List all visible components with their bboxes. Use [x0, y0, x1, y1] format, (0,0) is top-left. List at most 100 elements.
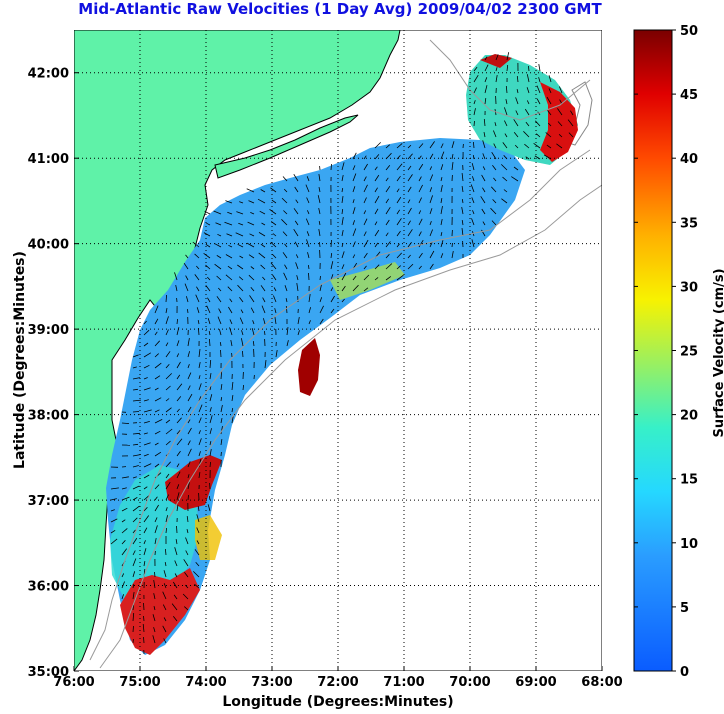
- y-tick-label: 36:00: [28, 580, 69, 595]
- velocity-arrow: [503, 189, 508, 193]
- velocity-arrow: [203, 252, 211, 259]
- velocity-arrow: [318, 174, 321, 182]
- velocity-arrow: [526, 100, 530, 105]
- velocity-arrow: [352, 284, 359, 292]
- x-tick-label: 73:00: [251, 675, 292, 690]
- velocity-arrow: [132, 476, 137, 479]
- y-tick-label: 38:00: [28, 409, 69, 424]
- velocity-arrow: [209, 373, 212, 380]
- velocity-arrow: [317, 195, 321, 204]
- velocity-arrow: [154, 362, 162, 369]
- velocity-arrow: [385, 219, 390, 226]
- velocity-arrow: [272, 233, 277, 237]
- velocity-arrow: [501, 198, 508, 204]
- velocity-arrow: [259, 210, 266, 215]
- velocity-arrow: [293, 173, 299, 182]
- velocity-arrow: [142, 623, 145, 633]
- velocity-arrow: [176, 408, 180, 413]
- velocity-arrow: [154, 538, 157, 545]
- velocity-arrow: [286, 327, 289, 336]
- velocity-arrow: [330, 253, 333, 259]
- velocity-arrow: [543, 154, 552, 160]
- velocity-arrow: [249, 233, 255, 237]
- velocity-arrow: [535, 120, 541, 127]
- velocity-arrow: [492, 164, 497, 171]
- velocity-arrow: [176, 340, 180, 347]
- velocity-arrow: [429, 242, 433, 248]
- velocity-arrow: [143, 615, 145, 622]
- colorbar-tick-label: 45: [680, 88, 698, 103]
- velocity-arrow: [186, 529, 189, 534]
- velocity-arrow: [132, 388, 138, 391]
- velocity-arrow: [407, 229, 413, 237]
- velocity-arrow: [306, 239, 310, 248]
- velocity-arrow: [536, 85, 541, 94]
- velocity-arrow: [407, 186, 412, 193]
- velocity-arrow: [473, 108, 476, 116]
- velocity-arrow: [121, 496, 130, 501]
- velocity-arrow: [341, 285, 346, 292]
- velocity-arrow: [481, 208, 486, 215]
- velocity-arrow: [196, 527, 200, 534]
- velocity-arrow: [341, 209, 344, 215]
- velocity-arrow: [209, 338, 211, 347]
- velocity-arrow: [484, 64, 489, 72]
- velocity-arrow: [374, 208, 379, 215]
- velocity-arrow: [154, 409, 160, 413]
- velocity-arrow: [154, 517, 158, 523]
- velocity-arrow: [238, 276, 244, 281]
- velocity-arrow: [341, 162, 345, 171]
- velocity-arrow: [165, 515, 168, 523]
- velocity-arrow: [407, 241, 412, 248]
- velocity-arrow: [472, 210, 475, 215]
- colorbar-tick-label: 35: [680, 216, 698, 231]
- velocity-arrow: [132, 411, 140, 413]
- velocity-arrow: [558, 134, 563, 138]
- velocity-arrow: [407, 165, 412, 171]
- velocity-arrow: [206, 222, 211, 226]
- velocity-arrow: [154, 484, 160, 490]
- velocity-arrow: [246, 188, 255, 193]
- colorbar-tick-label: 0: [680, 665, 689, 680]
- velocity-hotspot-south-yellow: [195, 515, 222, 560]
- velocity-arrow: [385, 276, 392, 281]
- velocity-arrow: [165, 342, 169, 347]
- velocity-arrow: [187, 364, 190, 369]
- velocity-arrow: [385, 254, 390, 259]
- velocity-arrow: [132, 529, 136, 534]
- velocity-arrow: [132, 604, 134, 611]
- velocity-arrow: [143, 463, 152, 468]
- velocity-arrow: [143, 548, 147, 556]
- velocity-arrow: [396, 175, 401, 182]
- velocity-arrow: [220, 397, 223, 402]
- velocity-arrow: [207, 318, 211, 325]
- velocity-arrow: [319, 284, 322, 292]
- velocity-arrow: [198, 417, 202, 424]
- velocity-arrow: [306, 176, 310, 182]
- velocity-arrow: [506, 64, 509, 72]
- velocity-arrow: [121, 548, 128, 556]
- velocity-arrow: [176, 463, 180, 468]
- velocity-arrow: [374, 195, 380, 204]
- velocity-arrow: [295, 199, 299, 204]
- velocity-arrow: [341, 196, 344, 204]
- velocity-arrow: [241, 338, 244, 347]
- velocity-arrow: [318, 229, 321, 237]
- velocity-arrow: [165, 329, 169, 336]
- colorbar-tick-label: 50: [680, 24, 698, 39]
- velocity-arrow: [374, 229, 380, 237]
- velocity-arrow: [218, 287, 222, 292]
- velocity-arrow: [418, 210, 422, 215]
- velocity-arrow: [341, 188, 344, 193]
- velocity-arrow: [143, 409, 152, 413]
- velocity-arrow: [538, 77, 541, 83]
- velocity-arrow: [246, 242, 255, 248]
- velocity-arrow: [208, 331, 211, 336]
- velocity-arrow: [239, 296, 244, 303]
- velocity-arrow: [306, 197, 310, 204]
- velocity-arrow: [407, 199, 411, 204]
- velocity-arrow: [209, 386, 212, 391]
- velocity-arrow: [143, 486, 148, 490]
- velocity-arrow: [491, 151, 497, 160]
- velocity-arrow: [308, 272, 310, 281]
